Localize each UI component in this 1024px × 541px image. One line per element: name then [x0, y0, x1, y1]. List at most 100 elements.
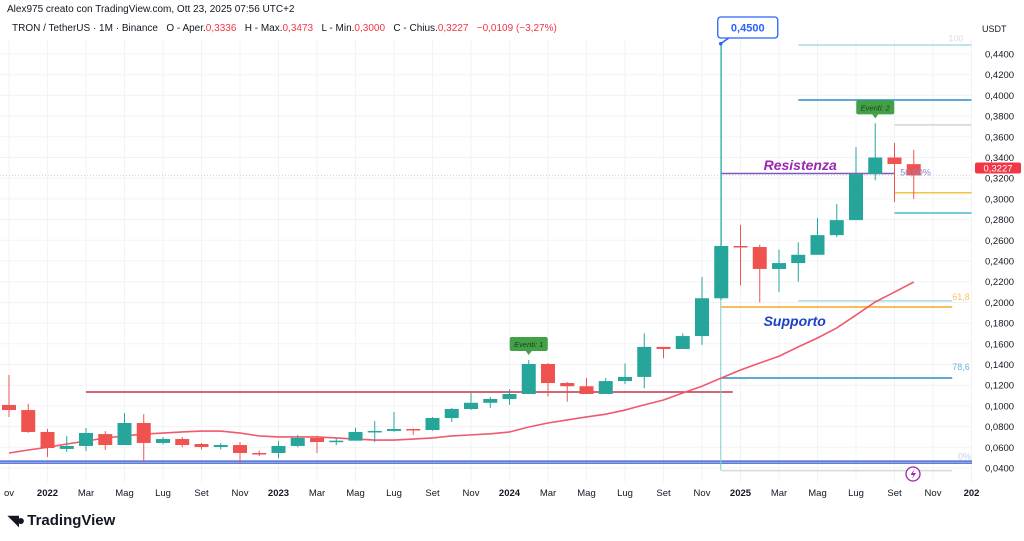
x-tick-label: Lug	[155, 488, 171, 499]
x-tick-label: ov	[4, 488, 14, 499]
tradingview-logo-text: TradingView	[27, 512, 116, 529]
event-badge-pointer	[872, 114, 879, 119]
candle-body	[887, 157, 902, 165]
candle-body	[310, 437, 324, 443]
candle-2024-12	[714, 43, 729, 300]
last-price-tag	[975, 162, 1021, 174]
symbol-name[interactable]: TRON / TetherUS · 1M · Binance	[12, 23, 158, 34]
candle-body	[156, 439, 170, 443]
moving-average-line	[8, 281, 915, 454]
event-badge-text: Eventi: 2	[861, 103, 891, 112]
tradingview-logo[interactable]: ◥● TradingView	[8, 512, 115, 529]
candle-2022-11	[233, 442, 247, 464]
candle-2022-07	[156, 436, 170, 445]
candle-2025-08	[868, 123, 883, 181]
y-tick-label: 0,3800	[985, 112, 1014, 123]
candle-body	[59, 445, 74, 449]
candle-2021-11	[2, 374, 16, 417]
low-label: L - Min.	[321, 23, 355, 34]
candle-body	[560, 383, 575, 387]
x-tick-label: Lug	[386, 488, 402, 499]
candle-2024-01	[502, 389, 517, 405]
close-value: 0,3227	[437, 23, 469, 34]
candle-body	[367, 430, 382, 433]
y-tick-label: 0,4000	[985, 91, 1014, 102]
candle-2023-12	[483, 396, 498, 408]
candle-body	[906, 164, 921, 176]
fib-level-label: 61,8	[952, 292, 970, 302]
event-marker[interactable]: Eventi: 1	[509, 337, 548, 356]
candle-2024-08	[637, 333, 652, 389]
event-marker[interactable]: Eventi: 2	[856, 100, 895, 119]
y-tick-label: 0,0800	[985, 422, 1014, 433]
candle-2023-05	[348, 427, 363, 441]
candle-body	[579, 386, 594, 394]
candle-body	[483, 398, 498, 403]
y-tick-label: 0,1800	[985, 319, 1014, 330]
candle-body	[117, 422, 132, 446]
candle-2025-01	[733, 224, 748, 286]
lightning-icon[interactable]	[905, 466, 921, 482]
candle-body	[502, 393, 517, 399]
x-tick-label: Mar	[78, 488, 94, 499]
candle-body	[406, 428, 421, 431]
y-tick-label: 0,4400	[985, 50, 1014, 61]
high-value: 0,3473	[282, 23, 314, 34]
candle-2024-03	[541, 362, 555, 397]
candle-body	[772, 263, 786, 269]
candle-2025-09	[887, 143, 902, 203]
candle-body	[175, 439, 190, 446]
candle-2022-04	[98, 431, 113, 450]
x-tick-label: Mag	[577, 488, 595, 499]
last-price-text: 0,3227	[983, 163, 1012, 174]
open-value: 0,3336	[205, 23, 237, 34]
candle-body	[868, 157, 883, 175]
candle-body	[329, 440, 344, 443]
candle-body	[98, 434, 113, 446]
open-label: O - Aper.	[166, 23, 206, 34]
candle-2025-06	[829, 204, 844, 238]
x-tick-label: 2024	[499, 488, 521, 499]
candle-2022-08	[175, 436, 190, 448]
candle-2023-09	[425, 416, 440, 431]
candle-body	[387, 428, 401, 431]
candle-2025-05	[810, 218, 825, 255]
change-value: −0,0109 (−3,27%)	[476, 23, 557, 34]
event-badge-pointer	[525, 351, 532, 356]
candle-body	[21, 410, 36, 432]
candle-2025-02	[752, 244, 767, 303]
y-tick-label: 0,4200	[985, 70, 1014, 81]
candle-body	[695, 298, 709, 337]
price-unit: USDT	[982, 24, 1007, 34]
candle-2022-03	[79, 428, 93, 452]
candle-2023-06	[367, 421, 382, 443]
y-tick-label: 0,1400	[985, 360, 1014, 371]
event-badge-text: Eventi: 1	[514, 340, 543, 349]
y-tick-label: 0,0400	[985, 464, 1014, 475]
candle-2024-11	[695, 277, 709, 345]
high-label: H - Max.	[244, 23, 283, 34]
y-tick-label: 0,1000	[985, 401, 1014, 412]
candle-body	[637, 346, 652, 377]
y-tick-label: 0,0600	[985, 443, 1014, 454]
candle-body	[810, 235, 825, 255]
candle-2023-01	[271, 441, 286, 459]
candle-2025-03	[772, 249, 786, 293]
candle-body	[675, 336, 690, 349]
candle-2024-02	[521, 360, 536, 394]
tradingview-logo-icon: ◥●	[8, 512, 25, 528]
x-tick-label: Mar	[540, 488, 556, 499]
y-tick-label: 0,3000	[985, 194, 1014, 205]
x-tick-label: Nov	[463, 488, 480, 499]
candle-body	[791, 254, 806, 264]
x-tick-label: Lug	[848, 488, 864, 499]
y-tick-label: 0,2400	[985, 257, 1014, 268]
x-tick-label: 2025	[730, 488, 752, 499]
y-tick-label: 0,3400	[985, 153, 1014, 164]
candle-2023-04	[329, 437, 344, 446]
x-tick-label: Lug	[617, 488, 633, 499]
event-badge	[856, 100, 895, 115]
peak-callout-box	[717, 16, 779, 39]
y-tick-label: 0,3200	[985, 174, 1014, 185]
